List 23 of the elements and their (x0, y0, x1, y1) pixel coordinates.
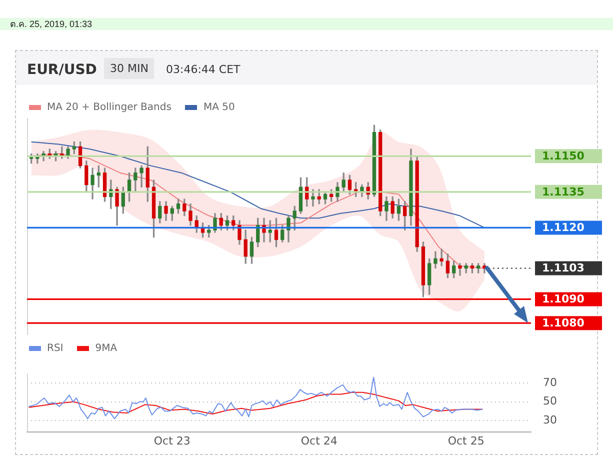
ref-line-label: 1.1090 (542, 292, 585, 306)
ref-line-label: 1.1150 (542, 150, 585, 163)
legend-label: MA 20 + Bollinger Bands (46, 102, 172, 113)
x-tick-label: Oct 25 (448, 434, 484, 448)
ref-line-label: 1.1120 (542, 221, 585, 234)
ref-line-label: 1.1135 (542, 185, 584, 198)
text: 03:46:44 CET (166, 63, 240, 76)
chart-title: EUR/USD (27, 62, 97, 78)
y-tick-label: 70 (543, 376, 557, 389)
ref-line-label: 1.1103 (542, 262, 584, 275)
y-tick-label: 50 (543, 394, 557, 408)
candlestick (311, 189, 315, 207)
x-tick-label: Oct 24 (300, 434, 338, 448)
candlestick (458, 263, 462, 276)
candlestick (140, 165, 144, 188)
chart-subtitle: 30 MIN (104, 58, 154, 79)
x-tick-label: Oct 23 (154, 434, 190, 448)
legend-label: 9MA (94, 343, 118, 354)
y-tick-label: 30 (543, 413, 557, 426)
text: ต.ค. 25, 2019, 01:33 (0, 18, 613, 30)
legend-label: MA 50 (202, 102, 235, 113)
ref-line-label: 1.1080 (542, 316, 585, 330)
legend-label: RSI (46, 343, 64, 354)
